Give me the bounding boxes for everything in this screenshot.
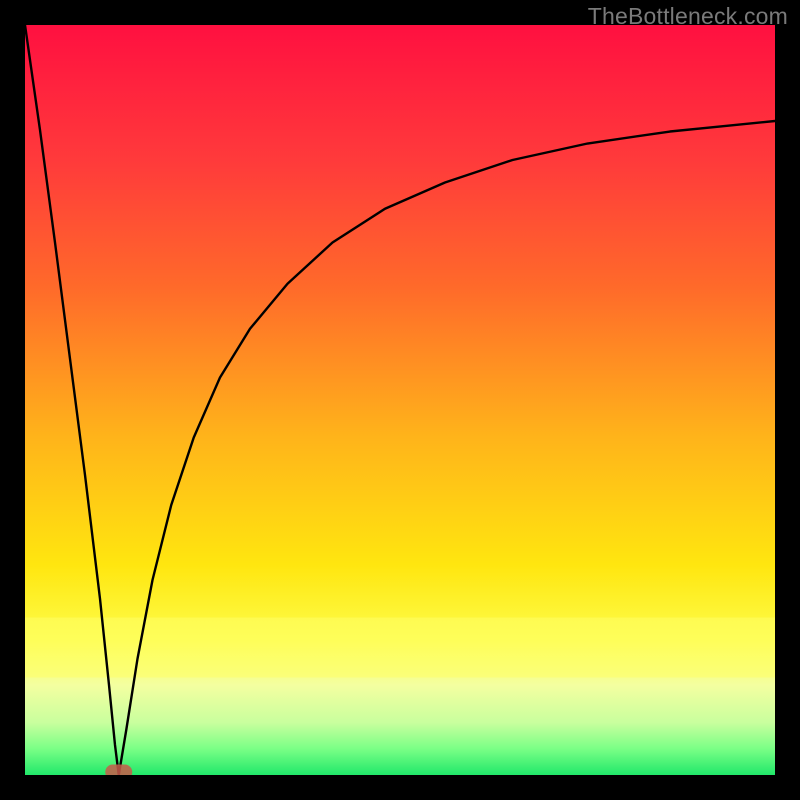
bottleneck-curve	[25, 25, 775, 775]
watermark-text: TheBottleneck.com	[588, 3, 788, 30]
chart-frame: TheBottleneck.com	[0, 0, 800, 800]
optimum-marker	[105, 765, 132, 776]
plot-area	[25, 25, 775, 775]
